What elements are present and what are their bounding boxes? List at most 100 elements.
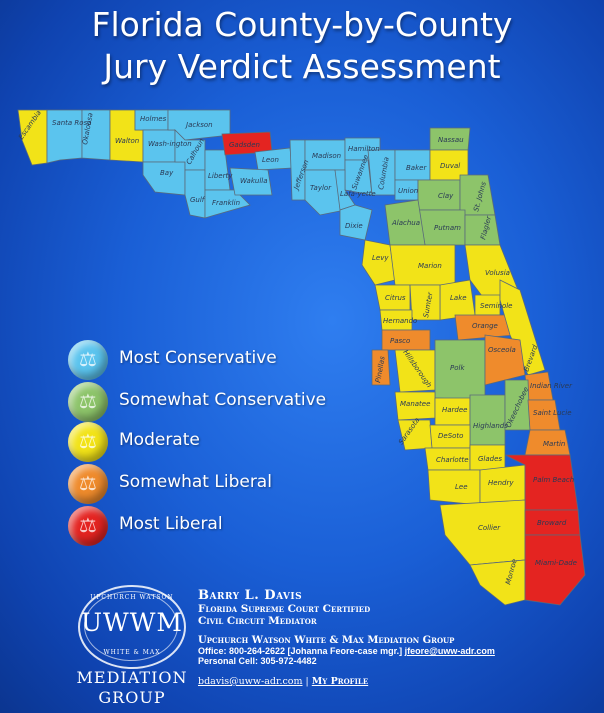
label-manatee: Manatee: [400, 400, 430, 408]
label-gadsden: Gadsden: [229, 141, 260, 149]
label-lake: Lake: [450, 294, 467, 302]
label-walton: Walton: [115, 137, 139, 145]
county-wakulla[interactable]: [229, 167, 273, 196]
scales-of-justice-icon: ⚖: [68, 464, 108, 504]
logo-line-1: MEDIATION: [76, 668, 188, 687]
label-pasco: Pasco: [390, 337, 410, 345]
label-glades: Glades: [478, 455, 502, 463]
label-santa-rosa: Santa Rosa: [52, 119, 92, 127]
label-madison: Madison: [312, 152, 341, 160]
county-liberty[interactable]: [204, 149, 231, 191]
logo-arc-bottom: WHITE & MAX: [103, 649, 161, 656]
legend-label: Moderate: [119, 430, 200, 450]
label-lafayette: Lafa-yette: [340, 190, 376, 198]
label-wakulla: Wakulla: [240, 177, 268, 185]
county-levy[interactable]: [361, 239, 396, 286]
county-highlands[interactable]: [469, 394, 506, 446]
office-line: Office: 800-264-2622 [Johanna Feore-case…: [198, 646, 495, 656]
label-franklin: Franklin: [212, 199, 240, 207]
office-phone: Office: 800-264-2622 [Johanna Feore-case…: [198, 646, 403, 656]
label-seminole: Seminole: [480, 302, 512, 310]
label-miami-dade: Miami-Dade: [535, 559, 577, 567]
legend-label: Somewhat Conservative: [119, 390, 327, 410]
uwwm-logo: UPCHURCH WATSON UWWM WHITE & MAX MEDIATI…: [72, 585, 192, 710]
label-jackson: Jackson: [184, 121, 213, 129]
label-st-lucie: Saint Lucie: [533, 409, 572, 417]
legend-label: Most Conservative: [119, 348, 277, 368]
credential-line-2: Civil Circuit Mediator: [198, 615, 317, 627]
label-union: Union: [398, 187, 418, 195]
label-polk: Polk: [450, 364, 465, 372]
mediator-name: Barry L. Davis: [198, 588, 303, 603]
label-dixie: Dixie: [345, 222, 363, 230]
credential-line-1: Florida Supreme Court Certified: [198, 603, 371, 615]
county-lee[interactable]: [427, 469, 481, 506]
label-bay: Bay: [160, 169, 174, 177]
label-hernando: Hernando: [383, 317, 417, 325]
label-volusia: Volusia: [485, 269, 510, 277]
label-highlands: Highlands: [473, 422, 508, 430]
link-separator: |: [305, 676, 309, 687]
label-leon: Leon: [262, 156, 279, 164]
label-duval: Duval: [440, 162, 460, 170]
label-levy: Levy: [372, 254, 389, 262]
label-osceola: Osceola: [488, 346, 516, 354]
label-hamilton: Hamilton: [348, 145, 380, 153]
scales-of-justice-icon: ⚖: [68, 340, 108, 380]
county-sumter[interactable]: [409, 284, 441, 321]
label-clay: Clay: [438, 192, 454, 200]
label-hendry: Hendry: [488, 479, 514, 487]
county-lafayette[interactable]: [334, 169, 356, 211]
contact-links: bdavis@uww-adr.com | My Profile: [198, 676, 495, 687]
county-santa-rosa[interactable]: [46, 109, 83, 164]
office-email-link[interactable]: jfeore@uww-adr.com: [404, 646, 495, 656]
county-franklin[interactable]: [204, 189, 251, 219]
label-taylor: Taylor: [310, 184, 332, 192]
label-washington: Wash-ington: [148, 140, 192, 148]
legend-item-moderate: ⚖ Moderate: [68, 422, 368, 462]
email-link[interactable]: bdavis@uww-adr.com: [198, 676, 303, 687]
contact-block: Barry L. Davis Florida Supreme Court Cer…: [198, 588, 495, 687]
county-bay[interactable]: [142, 161, 186, 196]
label-collier: Collier: [478, 524, 501, 532]
label-liberty: Liberty: [208, 172, 233, 180]
county-escambia[interactable]: [17, 109, 48, 166]
legend-item-somewhat-conservative: ⚖ Somewhat Conservative: [68, 382, 368, 422]
county-gulf[interactable]: [184, 169, 206, 219]
title-line-1: Florida County-by-County: [91, 5, 513, 44]
my-profile-link[interactable]: My Profile: [311, 676, 369, 687]
logo-arc-top: UPCHURCH WATSON: [90, 594, 174, 601]
label-holmes: Holmes: [140, 115, 167, 123]
legend-item-most-conservative: ⚖ Most Conservative: [68, 340, 368, 380]
county-pinellas[interactable]: [371, 349, 391, 386]
label-hardee: Hardee: [442, 406, 468, 414]
county-osceola[interactable]: [484, 334, 526, 386]
scales-of-justice-icon: ⚖: [68, 506, 108, 546]
legend-item-somewhat-liberal: ⚖ Somewhat Liberal: [68, 464, 368, 504]
label-charlotte: Charlotte: [436, 456, 469, 464]
label-marion: Marion: [418, 262, 442, 270]
county-monroe[interactable]: [469, 559, 526, 606]
logo-mark: UWWM: [80, 608, 184, 637]
legend-label: Most Liberal: [119, 514, 223, 534]
legend-label: Somewhat Liberal: [119, 472, 272, 492]
label-orange: Orange: [472, 322, 498, 330]
label-alachua: Alachua: [391, 219, 420, 227]
label-indian-river: Indian River: [530, 382, 573, 390]
personal-cell: Personal Cell: 305-972-4482: [198, 656, 317, 666]
label-palm-beach: Palm Beach: [533, 476, 574, 484]
label-gulf: Gulf: [190, 196, 206, 204]
label-baker: Baker: [406, 164, 427, 172]
title-line-2: Jury Verdict Assessment: [103, 47, 501, 86]
scales-of-justice-icon: ⚖: [68, 382, 108, 422]
county-miami-dade[interactable]: [524, 534, 586, 606]
logo-line-2: GROUP: [98, 688, 166, 707]
group-name: Upchurch Watson White & Max Mediation Gr…: [198, 635, 455, 646]
label-putnam: Putnam: [434, 224, 461, 232]
county-collier[interactable]: [439, 499, 526, 566]
county-dixie[interactable]: [339, 204, 373, 241]
label-nassau: Nassau: [438, 136, 464, 144]
page-title: Florida County-by-County Jury Verdict As…: [0, 4, 604, 88]
county-taylor[interactable]: [304, 169, 346, 216]
